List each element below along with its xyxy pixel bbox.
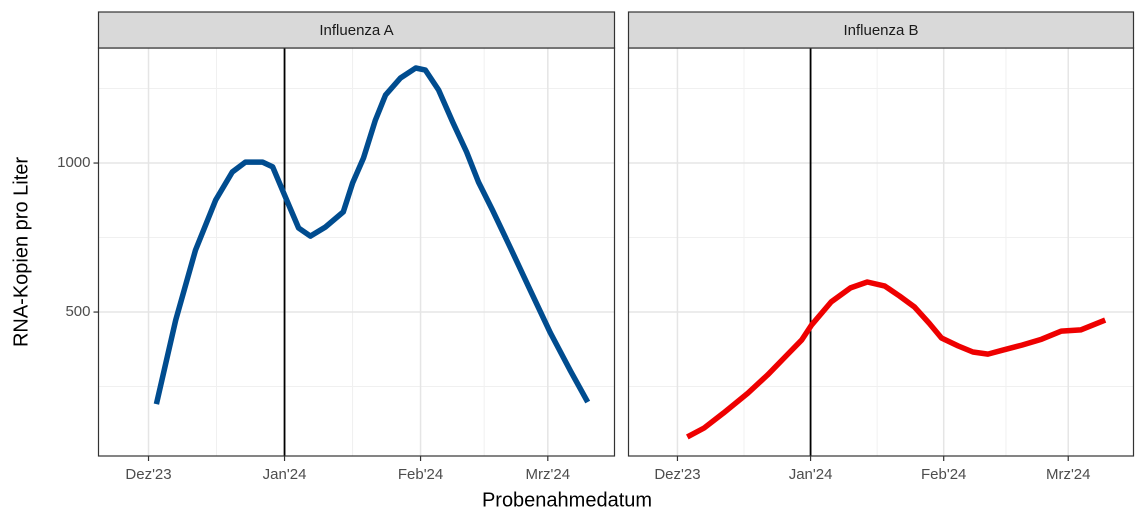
strip [97,11,616,49]
x-tick-label: Jan'24 [263,466,307,483]
x-tick-label: Dez'23 [125,466,171,483]
x-tick-label: Dez'23 [654,466,700,483]
x-tick-label: Mrz'24 [526,466,571,483]
x-axis-title: Probenahmedatum [482,489,652,511]
strip-title: Influenza B [843,22,918,39]
y-axis-title: RNA-Kopien pro Liter [10,157,32,347]
x-tick-label: Feb'24 [921,466,966,483]
panel-background [98,48,615,456]
data-line [153,65,591,405]
panel-background [628,48,1134,456]
y-tick-label: 1000 [57,154,90,171]
x-tick-label: Feb'24 [398,466,443,483]
x-tick-label: Jan'24 [789,466,833,483]
strip [627,11,1135,49]
strip-title: Influenza A [319,22,393,39]
x-tick-label: Mrz'24 [1046,466,1091,483]
y-tick-label: 500 [65,303,90,320]
data-line [686,279,1107,440]
